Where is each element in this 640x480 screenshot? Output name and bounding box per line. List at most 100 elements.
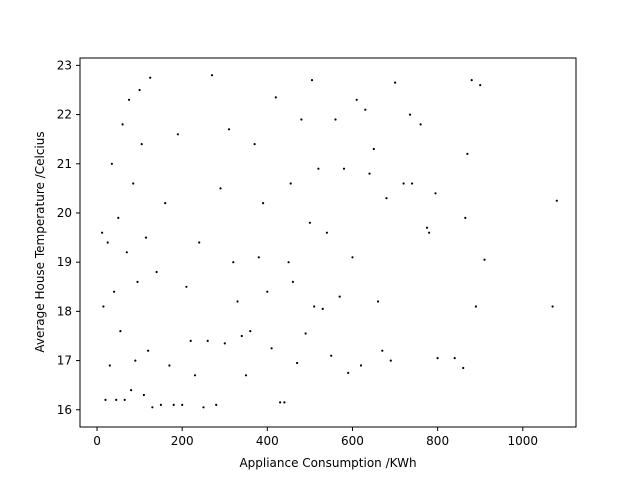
y-tick-label: 22 [57,108,72,122]
data-point [198,241,201,244]
data-point [110,162,113,165]
data-point [149,76,152,79]
y-tick-label: 20 [57,206,72,220]
data-point [132,182,135,185]
data-point [479,84,482,87]
data-point [266,290,269,293]
data-point [313,305,316,308]
data-point [474,305,477,308]
data-point [117,216,120,219]
x-tick-label: 600 [341,434,364,448]
data-point [210,74,214,77]
y-tick-label: 23 [57,58,72,72]
data-point [155,270,158,274]
data-point [144,236,148,239]
data-point [236,300,239,303]
data-point [164,202,167,205]
x-tick-label: 1000 [508,434,539,448]
data-point [279,401,282,404]
data-point [419,123,422,126]
data-point [147,349,150,352]
data-point [159,403,162,406]
data-point [310,79,314,82]
data-point [130,389,133,392]
data-point [202,406,205,409]
data-point [289,182,292,185]
data-point [291,280,294,283]
data-point [215,403,218,406]
data-point [330,354,333,357]
y-tick-label: 18 [57,304,72,318]
data-point [151,406,154,409]
data-point [181,403,184,406]
data-point [342,167,346,170]
data-point [296,361,299,365]
data-point [206,339,209,342]
data-point [394,81,397,84]
data-point [176,133,179,136]
data-point [134,359,137,362]
data-point [136,280,139,283]
data-point [462,366,465,370]
data-point [249,330,252,333]
data-point [436,357,439,360]
data-point [219,187,222,190]
data-point [338,295,341,298]
x-tick-label: 200 [171,434,194,448]
data-point [283,401,286,404]
x-tick-label: 0 [93,434,101,448]
x-axis-ticks: 0 200 400 600 800 1000 [93,427,538,448]
data-point [108,364,111,367]
data-point [308,221,311,224]
data-point [223,342,226,345]
data-point [325,231,328,234]
data-point [464,216,467,219]
plot-frame [79,57,577,428]
data-point [402,182,405,185]
data-point [364,108,367,111]
data-point [101,231,104,234]
points-layer [101,74,558,409]
data-point [304,332,307,335]
data-point [244,374,248,377]
data-point [185,285,188,288]
data-point [408,113,412,116]
y-tick-label: 19 [57,255,72,269]
data-point [172,403,175,406]
data-point [551,305,554,308]
data-point [168,364,171,367]
data-point [466,152,469,155]
data-point [113,290,116,293]
data-point [232,261,235,264]
data-point [372,147,375,151]
data-point [102,305,105,308]
data-point [274,96,277,99]
data-point [355,98,358,101]
data-point [193,374,197,377]
data-point [411,182,414,185]
data-point [257,256,260,259]
data-point [121,123,124,126]
data-point [138,88,141,92]
data-point [425,226,429,229]
data-point [142,393,145,397]
data-point [483,258,486,261]
y-tick-label: 17 [57,354,72,368]
data-point [125,251,128,254]
data-point [189,339,192,342]
data-point [470,79,473,82]
data-point [127,98,131,101]
data-point [334,118,337,121]
data-point [119,330,122,333]
data-point [123,398,126,401]
data-point [368,172,371,175]
data-point [428,231,431,234]
data-point [389,359,392,362]
y-tick-label: 21 [57,157,72,171]
y-axis-ticks: 16 17 18 19 20 21 22 23 [57,58,80,417]
data-point [381,349,384,352]
y-tick-label: 16 [57,403,72,417]
data-point [453,357,456,360]
